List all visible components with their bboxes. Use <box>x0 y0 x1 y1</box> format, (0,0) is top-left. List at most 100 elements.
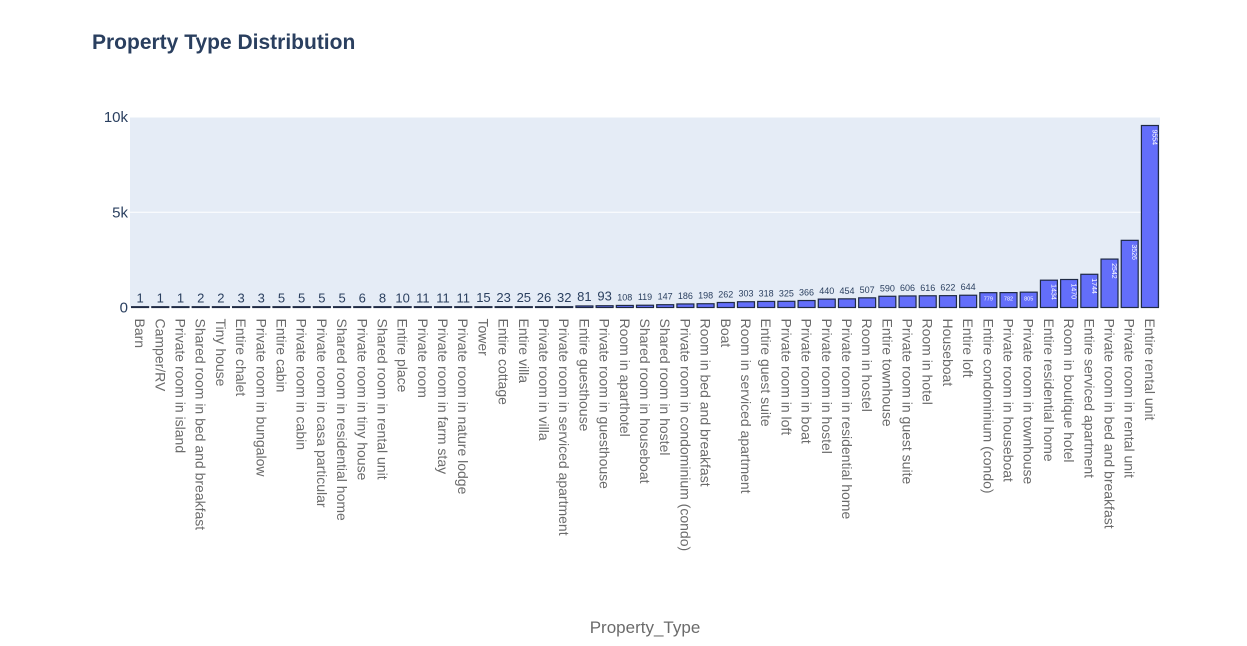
bar <box>1080 273 1099 309</box>
x-tick-label: Barn <box>132 319 148 349</box>
bar-data-label: 26 <box>537 290 551 305</box>
x-tick-label: Room in hotel <box>920 319 936 405</box>
x-tick-label: Room in boutique hotel <box>1061 319 1077 463</box>
x-tick-label: Entire guesthouse <box>576 319 592 432</box>
bar <box>1140 124 1159 309</box>
bar <box>191 306 210 309</box>
bar <box>1100 258 1119 309</box>
bar <box>433 306 453 309</box>
bar <box>959 294 978 309</box>
bar-data-label: 366 <box>799 288 814 298</box>
bar <box>353 306 372 309</box>
x-tick-label: Private room in tiny house <box>354 319 370 481</box>
bar-data-label: 262 <box>718 290 733 300</box>
x-tick-label: Private room in hostel <box>819 319 835 454</box>
x-tick-label: Entire cottage <box>496 319 512 406</box>
bar <box>1039 279 1059 309</box>
bar-data-label: 5 <box>278 290 285 305</box>
bar <box>494 306 513 309</box>
bar <box>211 306 230 309</box>
bar <box>514 306 533 309</box>
x-tick-label: Private room <box>415 319 431 398</box>
bar-data-label: 25 <box>517 290 531 305</box>
x-tick-label: Private room in loft <box>778 319 794 436</box>
bar <box>534 306 554 309</box>
bar-data-label: 3 <box>237 290 244 305</box>
bar-data-label: 5 <box>318 290 325 305</box>
bar <box>231 306 251 309</box>
bar <box>575 305 594 309</box>
x-tick-label: Tower <box>475 319 491 357</box>
bar-data-label: 32 <box>557 290 571 305</box>
bar-data-label: 6 <box>359 290 366 305</box>
x-tick-label: Camper/RV <box>152 319 168 393</box>
bar-data-label: 9554 <box>1150 129 1157 145</box>
bar-data-label: 147 <box>658 292 673 302</box>
bar-data-label: 8 <box>379 290 386 305</box>
x-tick-label: Private room in serviced apartment <box>556 319 572 536</box>
bar <box>454 306 473 309</box>
bar-data-label: 10 <box>395 290 409 305</box>
bar <box>272 306 291 309</box>
bar-data-label: 805 <box>1024 297 1033 303</box>
x-tick-label: Shared room in hostel <box>657 319 673 456</box>
x-tick-label: Tiny house <box>213 319 229 387</box>
bar-data-label: 11 <box>456 290 470 305</box>
x-tick-label: Shared room in houseboat <box>637 319 653 484</box>
x-tick-label: Private room in island <box>172 319 188 454</box>
bar-data-label: 108 <box>617 292 632 302</box>
x-tick-label: Private room in guest suite <box>900 319 916 485</box>
bar <box>1060 278 1079 309</box>
y-axis-ticks: 0 5k 10k <box>104 109 129 317</box>
x-tick-label: Shared room in residential home <box>334 319 350 522</box>
bar <box>595 305 614 309</box>
y-tick-label: 5k <box>112 204 128 221</box>
chart-title: Property Type Distribution <box>92 31 356 54</box>
bar-data-label: 454 <box>839 286 854 296</box>
x-tick-label: Entire loft <box>960 319 976 378</box>
bar-data-label: 616 <box>920 283 935 293</box>
bar <box>615 304 634 309</box>
bar <box>413 306 432 309</box>
bar-data-label: 81 <box>577 289 591 304</box>
bar-labels: 1 1 1 2 2 3 3 5 5 5 5 6 8 10 11 11 11 15 23 25 26 32 81 93 108 11… <box>136 129 1157 305</box>
x-tick-label: Entire guest suite <box>758 319 774 427</box>
bar-data-label: 1 <box>157 290 164 305</box>
bar-data-label: 186 <box>678 291 693 301</box>
x-tick-label: Room in aparthotel <box>617 319 633 437</box>
x-tick-label: Entire townhouse <box>879 319 895 427</box>
bar-data-label: 198 <box>698 291 713 301</box>
bar <box>696 303 715 309</box>
bar-data-label: 3 <box>258 290 265 305</box>
bar <box>999 292 1018 309</box>
x-tick-label: Shared room in rental unit <box>374 319 390 480</box>
bar <box>474 306 493 309</box>
bar-data-label: 2 <box>217 290 224 305</box>
x-tick-label: Room in hostel <box>859 319 875 412</box>
bar <box>1120 239 1139 309</box>
bar-data-label: 779 <box>984 297 993 303</box>
y-tick-label: 10k <box>104 109 129 126</box>
bar <box>878 295 897 309</box>
x-tick-label: Private room in guesthouse <box>597 319 613 490</box>
y-tick-label: 0 <box>120 300 128 317</box>
x-tick-label: Private room in nature lodge <box>455 319 471 495</box>
bar-data-label: 5 <box>338 290 345 305</box>
bar-data-label: 1 <box>136 290 143 305</box>
bar-data-label: 119 <box>638 292 652 302</box>
bar <box>1019 291 1038 309</box>
bar-data-label: 2 <box>197 290 204 305</box>
bar <box>171 306 190 309</box>
x-tick-label: Private room in farm stay <box>435 319 451 475</box>
bar <box>656 304 675 309</box>
x-tick-label: Entire cabin <box>273 319 289 393</box>
bar-data-label: 93 <box>597 289 611 304</box>
bar <box>131 306 150 309</box>
bar-data-label: 507 <box>860 285 875 295</box>
bar <box>555 306 574 309</box>
bar <box>373 306 392 309</box>
bar-data-label: 1 <box>177 290 184 305</box>
bar-data-label: 3526 <box>1130 244 1137 260</box>
gridlines <box>130 116 1160 213</box>
x-tick-label: Houseboat <box>940 319 956 387</box>
